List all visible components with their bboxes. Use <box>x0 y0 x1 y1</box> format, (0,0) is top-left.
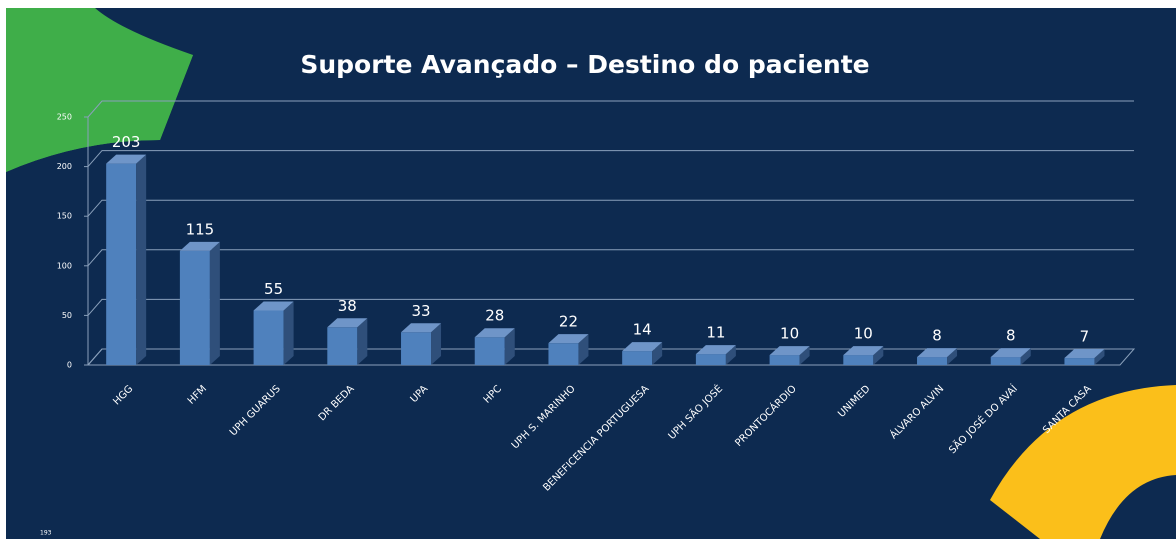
data-label: 38 <box>338 297 357 315</box>
data-label: 55 <box>264 280 283 298</box>
bar-front <box>327 327 358 365</box>
bar-side <box>652 342 663 365</box>
grid-line <box>87 298 1134 316</box>
grid-line <box>87 199 1134 217</box>
grid-line <box>87 150 1134 167</box>
bar-side <box>799 346 810 365</box>
y-tick-label: 100 <box>57 261 72 270</box>
data-label: 8 <box>1006 327 1016 345</box>
data-label: 11 <box>706 324 725 342</box>
page-number: 193 <box>40 530 52 537</box>
data-label: 22 <box>559 313 578 331</box>
bar <box>695 345 736 365</box>
bar-top <box>843 346 884 356</box>
bar-front <box>695 354 726 365</box>
bar-front <box>769 355 800 365</box>
bar <box>401 323 442 365</box>
grid-line <box>87 100 1134 118</box>
data-label: 7 <box>1080 328 1090 346</box>
bar-side <box>1094 349 1105 365</box>
bar-front <box>990 357 1021 365</box>
bar-top <box>327 318 368 328</box>
y-tick-label: 250 <box>57 113 72 122</box>
bar <box>327 318 368 365</box>
bar <box>548 334 589 365</box>
bar <box>769 346 810 365</box>
data-label: 28 <box>485 307 504 325</box>
bar-top <box>253 301 294 311</box>
bar <box>179 241 220 365</box>
chart-title: Suporte Avançado – Destino do paciente <box>300 50 869 79</box>
bar-side <box>578 334 589 365</box>
bar-front <box>106 163 137 365</box>
grid-line <box>87 249 1134 267</box>
bar-top <box>622 342 663 352</box>
bar-top <box>695 345 736 355</box>
data-label: 115 <box>186 220 215 238</box>
y-tick-label: 150 <box>57 212 72 221</box>
y-tick-label: 200 <box>57 162 72 171</box>
data-label: 10 <box>854 325 873 343</box>
bar-front <box>1064 358 1095 365</box>
bar-top <box>548 334 589 344</box>
bar <box>1064 349 1105 365</box>
data-label: 203 <box>112 133 141 151</box>
data-label: 14 <box>633 321 652 339</box>
bar <box>843 346 884 365</box>
bar-front <box>401 332 432 365</box>
bar-top <box>1064 349 1105 359</box>
data-label: 8 <box>932 327 942 345</box>
bar-side <box>136 154 147 365</box>
bar-top <box>917 348 958 358</box>
y-tick-label: 50 <box>62 311 72 320</box>
green-shape <box>6 8 193 172</box>
bar-front <box>253 310 284 365</box>
bar-side <box>504 328 515 365</box>
data-label: 33 <box>411 302 430 320</box>
bar-side <box>431 323 442 365</box>
yellow-shape <box>990 385 1176 539</box>
bar <box>106 154 147 365</box>
bar-top <box>179 241 220 251</box>
bar-top <box>401 323 442 333</box>
bar-front <box>622 351 653 365</box>
y-tick-label: 0 <box>67 361 72 370</box>
bar-front <box>179 250 210 365</box>
bar-side <box>725 345 736 365</box>
bar-front <box>917 357 948 365</box>
bar-side <box>873 346 884 365</box>
bar-side <box>283 301 294 365</box>
bar-side <box>947 348 958 365</box>
bar <box>474 328 515 365</box>
bar <box>990 348 1031 365</box>
data-label: 10 <box>780 325 799 343</box>
bar-side <box>1020 348 1031 365</box>
bar-top <box>474 328 515 338</box>
bar-side <box>209 241 220 365</box>
bar-top <box>990 348 1031 358</box>
bar <box>622 342 663 365</box>
bar-front <box>474 337 505 365</box>
bar-front <box>548 343 579 365</box>
bar <box>917 348 958 365</box>
bar-top <box>106 154 147 164</box>
bar-top <box>769 346 810 356</box>
bar <box>253 301 294 365</box>
bar-front <box>843 355 874 365</box>
bar-side <box>357 318 368 365</box>
